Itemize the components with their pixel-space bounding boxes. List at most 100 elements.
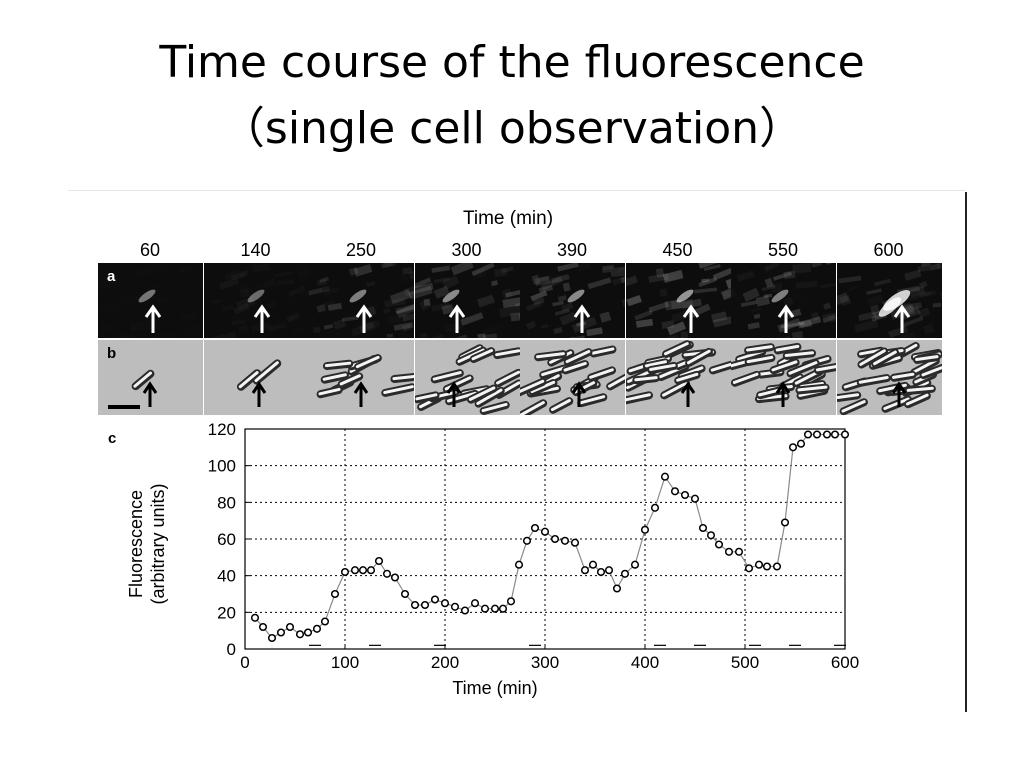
- data-point: [320, 617, 330, 626]
- fluorescence-image-panel: [836, 263, 942, 338]
- data-point: [596, 567, 606, 577]
- data-point: [822, 430, 832, 439]
- arrow-up-icon: [253, 304, 270, 333]
- data-point: [267, 633, 277, 643]
- figure-top-rule: [68, 190, 966, 191]
- data-point: [560, 536, 570, 545]
- arrow-up-icon: [775, 381, 791, 407]
- data-point: [276, 628, 286, 637]
- data-point: [780, 518, 790, 527]
- data-point: [734, 547, 744, 556]
- time-point-label: 140: [240, 240, 271, 260]
- data-point: [830, 430, 840, 439]
- data-point: [788, 443, 798, 452]
- data-point: [258, 622, 268, 632]
- data-point: [295, 630, 305, 639]
- time-point-label: 250: [345, 240, 377, 260]
- time-point-label: 300: [451, 240, 482, 260]
- data-point: [714, 540, 724, 549]
- data-point: [470, 599, 480, 608]
- arrow-up-icon: [680, 381, 695, 407]
- x-tick-label: 0: [240, 653, 249, 672]
- fluorescence-image-panel: [414, 263, 520, 338]
- data-point: [660, 472, 670, 481]
- slide-title-line1: Time course of the fluorescence: [159, 37, 865, 88]
- arrow-up-icon: [251, 381, 266, 407]
- data-point: [340, 567, 350, 577]
- y-axis-label-line1: Fluorescence: [126, 490, 146, 598]
- data-point: [382, 569, 392, 578]
- data-point: [604, 566, 614, 575]
- data-point: [303, 628, 313, 637]
- data-point: [390, 573, 400, 582]
- time-point-label: 550: [767, 240, 799, 260]
- x-tick-label: 100: [331, 653, 359, 672]
- data-point: [630, 560, 640, 569]
- phase-contrast-image-panel: [98, 340, 203, 415]
- x-axis-label: Time (min): [452, 678, 537, 698]
- arrow-up-icon: [571, 381, 587, 407]
- data-point: [522, 536, 532, 545]
- arrow-up-icon: [573, 304, 591, 333]
- data-point: [612, 584, 622, 593]
- arrow-up-icon: [353, 381, 369, 407]
- slide-title: Time course of the fluorescence （single …: [0, 30, 1024, 162]
- figure-right-rule: [965, 192, 967, 712]
- data-point: [530, 523, 540, 533]
- panel-b-label: b: [107, 345, 117, 362]
- data-point: [250, 613, 260, 622]
- data-point: [460, 606, 470, 615]
- data-point: [803, 430, 813, 439]
- fluorescence-image-panel: [520, 263, 625, 338]
- data-point: [330, 589, 340, 599]
- panel-a-label: a: [107, 268, 116, 285]
- data-point: [706, 531, 716, 540]
- data-point: [772, 562, 782, 571]
- data-point: [400, 589, 410, 599]
- arrow-up-icon: [448, 304, 465, 333]
- data-point: [498, 604, 508, 613]
- data-point: [440, 599, 450, 608]
- arrow-up-icon: [682, 304, 699, 333]
- data-point: [430, 595, 440, 604]
- y-tick-label: 120: [208, 420, 236, 439]
- data-point: [724, 547, 734, 556]
- scale-bar: [108, 405, 140, 409]
- data-point: [480, 604, 490, 613]
- time-point-label: 60: [139, 240, 161, 260]
- phase-contrast-image-panel: [836, 340, 942, 415]
- phase-contrast-image-panel: [520, 340, 625, 415]
- data-point: [588, 560, 598, 569]
- data-point: [350, 566, 360, 575]
- data-point: [580, 566, 590, 575]
- x-tick-label: 500: [731, 653, 759, 672]
- arrow-up-icon: [142, 381, 158, 407]
- data-point: [540, 527, 550, 536]
- data-point: [640, 525, 650, 534]
- data-point: [506, 597, 516, 606]
- data-point: [410, 600, 420, 610]
- y-tick-label: 0: [227, 640, 236, 659]
- data-point: [420, 600, 430, 610]
- data-point: [840, 430, 850, 439]
- x-tick-label: 600: [831, 653, 859, 672]
- data-point: [550, 534, 560, 544]
- arrow-up-icon: [446, 381, 461, 407]
- data-point: [620, 569, 630, 578]
- data-point: [754, 560, 764, 569]
- data-point: [812, 430, 822, 439]
- data-point: [450, 602, 460, 611]
- data-point: [374, 556, 384, 566]
- time-axis-header: Time (min): [462, 208, 554, 229]
- data-point: [744, 564, 754, 573]
- x-tick-label: 200: [431, 653, 459, 672]
- data-point: [670, 487, 680, 496]
- data-point: [358, 566, 368, 575]
- data-point: [698, 523, 708, 533]
- data-point: [796, 439, 806, 448]
- fluorescence-image-panel: [98, 263, 203, 338]
- y-tick-label: 20: [217, 603, 236, 622]
- time-point-label: 450: [662, 240, 693, 260]
- data-point: [312, 624, 322, 633]
- fluorescence-image-panel: [731, 263, 836, 338]
